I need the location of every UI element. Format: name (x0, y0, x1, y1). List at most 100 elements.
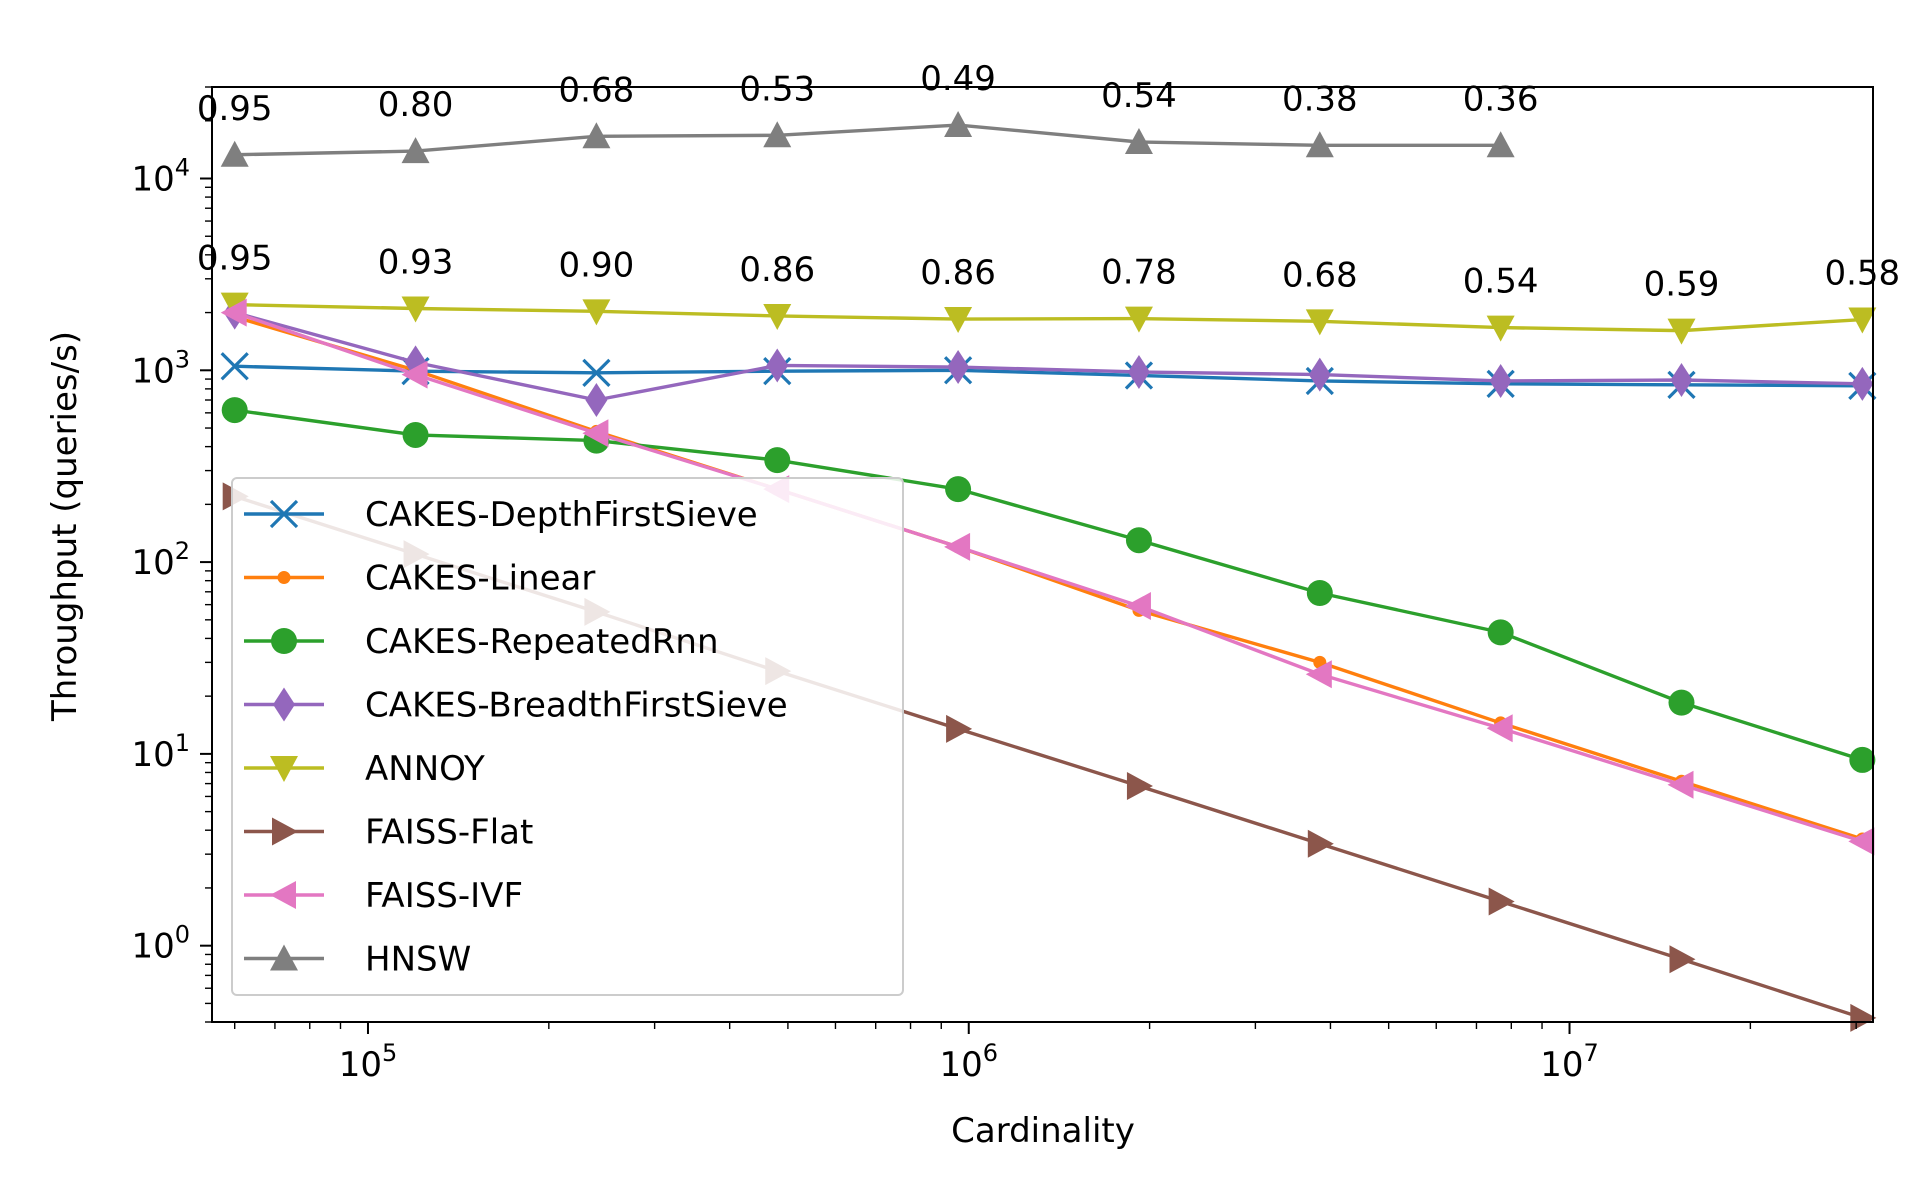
data-point-faiss-flat (1126, 772, 1153, 801)
data-point-hnsw (1124, 128, 1153, 155)
y-axis-label: Throughput (queries/s) (45, 331, 85, 722)
recall-label-hnsw: 0.36 (1463, 79, 1539, 119)
recall-label-annoy: 0.95 (197, 239, 273, 279)
data-point-cakes-breadthfirstsieve (1851, 366, 1874, 401)
series-line-hnsw (234, 123, 1501, 157)
recall-label-hnsw: 0.68 (559, 70, 635, 110)
data-point-cakes-breadthfirstsieve (1489, 363, 1512, 398)
y-tick-label: 104 (131, 154, 190, 200)
recall-label-hnsw: 0.95 (197, 89, 273, 129)
y-tick-label: 103 (131, 345, 190, 391)
data-point-faiss-ivf (1848, 827, 1875, 856)
legend-marker (272, 817, 298, 846)
data-point-cakes-depthfirstsieve (220, 352, 249, 381)
data-point-hnsw (1305, 131, 1334, 158)
data-point-cakes-repeatedrnn (1306, 580, 1333, 607)
recall-label-hnsw: 0.49 (920, 59, 996, 99)
data-point-annoy (1848, 307, 1877, 334)
recall-label-annoy: 0.93 (378, 243, 454, 283)
legend-label: CAKES-Linear (365, 559, 595, 599)
data-point-hnsw (582, 122, 611, 149)
legend-label: ANNOY (365, 749, 485, 789)
data-point-cakes-repeatedrnn (402, 421, 429, 448)
data-point-hnsw (401, 137, 430, 164)
series-hnsw (220, 111, 1515, 167)
data-point-annoy (1124, 306, 1153, 333)
series-line-annoy (234, 302, 1863, 333)
data-point-annoy (763, 303, 792, 330)
data-point-faiss-flat (1669, 945, 1696, 974)
series-line-cakes-breadthfirstsieve (234, 310, 1863, 402)
data-point-faiss-ivf (220, 298, 247, 327)
recall-label-annoy: 0.90 (559, 245, 635, 285)
data-point-cakes-breadthfirstsieve (947, 350, 970, 385)
legend-entry-cakes-repeatedrnn: CAKES-RepeatedRnn (244, 622, 719, 662)
data-point-cakes-breadthfirstsieve (1308, 357, 1331, 392)
data-point-faiss-flat (946, 714, 973, 743)
plot-area (220, 111, 1877, 1032)
data-point-hnsw (1486, 131, 1515, 158)
legend-marker (270, 944, 298, 971)
recall-label-hnsw: 0.53 (739, 69, 815, 109)
recall-annotations: 0.95 0.80 0.68 0.53 0.49 0.54 0.38 0.36 0.95 0.93… (197, 59, 1900, 305)
recall-label-hnsw: 0.38 (1282, 79, 1358, 119)
legend-entry-annoy: ANNOY (244, 749, 485, 789)
legend-entry-hnsw: HNSW (244, 940, 471, 980)
series-cakes-repeatedrnn (221, 397, 1876, 773)
legend-entry-faiss-ivf: FAISS-IVF (244, 876, 523, 916)
data-point-hnsw (944, 111, 973, 138)
legend-marker (277, 571, 291, 584)
recall-label-annoy: 0.59 (1644, 265, 1720, 305)
legend-entry-cakes-breadthfirstsieve: CAKES-BreadthFirstSieve (244, 686, 788, 726)
data-point-cakes-breadthfirstsieve (585, 383, 608, 418)
legend-entry-faiss-flat: FAISS-Flat (244, 813, 533, 853)
recall-label-annoy: 0.58 (1824, 254, 1900, 294)
legend-marker (270, 881, 296, 909)
legend-label: HNSW (365, 940, 471, 980)
data-point-cakes-repeatedrnn (1668, 689, 1695, 716)
data-point-faiss-flat (1488, 887, 1515, 916)
legend-box (231, 477, 904, 996)
series-line-cakes-repeatedrnn (234, 408, 1863, 762)
data-point-cakes-breadthfirstsieve (766, 348, 789, 383)
y-tick-label: 101 (131, 729, 190, 775)
x-tick-label: 105 (339, 1039, 398, 1085)
recall-label-hnsw: 0.54 (1101, 76, 1177, 116)
recall-label-annoy: 0.86 (739, 250, 815, 290)
data-point-faiss-ivf (582, 419, 609, 448)
legend-marker (271, 628, 297, 654)
data-point-cakes-depthfirstsieve (582, 358, 611, 387)
series-annoy (220, 292, 1877, 345)
legend-label: CAKES-RepeatedRnn (365, 622, 719, 662)
series-line-cakes-linear (234, 315, 1863, 841)
legend-label: FAISS-Flat (365, 813, 533, 853)
data-point-annoy (944, 307, 973, 334)
data-point-faiss-ivf (1124, 592, 1151, 621)
data-point-annoy (582, 299, 611, 326)
data-point-faiss-ivf (401, 360, 428, 389)
data-point-faiss-flat (1307, 829, 1334, 858)
recall-label-annoy: 0.68 (1282, 255, 1358, 295)
data-point-faiss-ivf (1667, 770, 1694, 799)
legend-marker (270, 756, 298, 782)
y-tick-label: 100 (131, 921, 190, 967)
data-point-annoy (1667, 318, 1696, 345)
data-point-faiss-ivf (1486, 714, 1513, 743)
legend-label: CAKES-DepthFirstSieve (365, 495, 758, 535)
data-point-annoy (1486, 315, 1515, 342)
data-point-annoy (401, 296, 430, 323)
axes: 105 106 107 100 101 102 103 104 (131, 86, 1874, 1085)
series-line-faiss-ivf (234, 310, 1863, 843)
recall-label-annoy: 0.54 (1463, 262, 1539, 302)
data-point-faiss-ivf (1305, 660, 1332, 689)
recall-label-hnsw: 0.80 (378, 85, 454, 125)
data-point-hnsw (220, 140, 249, 167)
series-line-cakes-depthfirstsieve (234, 364, 1863, 388)
legend-entry-cakes-depthfirstsieve: CAKES-DepthFirstSieve (244, 495, 758, 535)
legend-marker (273, 687, 295, 722)
data-point-cakes-repeatedrnn (945, 476, 972, 503)
legend-marker (269, 499, 299, 529)
recall-label-annoy: 0.86 (920, 253, 996, 293)
x-axis-label: Cardinality (951, 1111, 1135, 1151)
